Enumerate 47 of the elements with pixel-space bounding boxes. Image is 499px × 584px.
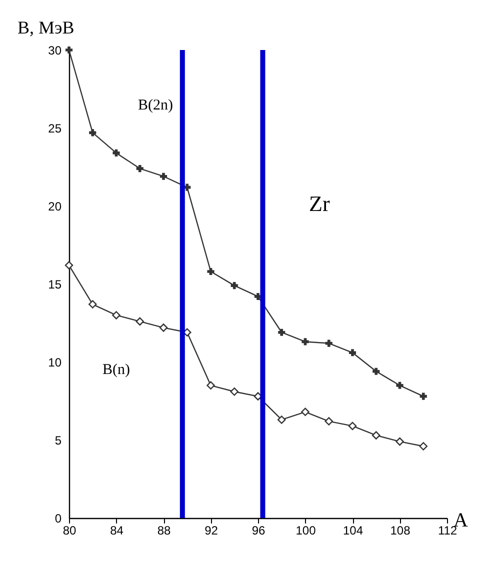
- point: [206, 381, 215, 390]
- x-tick-label: 108: [390, 524, 411, 538]
- text: B(n): [102, 362, 130, 378]
- point: [230, 388, 239, 396]
- point: [88, 300, 97, 308]
- point: [136, 317, 144, 326]
- point: [372, 368, 380, 375]
- point: [136, 165, 144, 172]
- x-tick-label: 84: [110, 524, 124, 538]
- y-tick-label: 10: [48, 356, 62, 370]
- y-tick-label: 20: [48, 200, 62, 214]
- text: B(2n): [138, 97, 173, 114]
- point: [301, 408, 310, 416]
- x-tick-label: 92: [204, 524, 218, 538]
- y-axis-title: B, МэВ: [18, 18, 74, 38]
- y-tick-label: 5: [54, 434, 62, 448]
- point: [396, 437, 404, 446]
- point: [325, 340, 332, 347]
- point: [159, 324, 168, 332]
- x-tick-label: 80: [62, 524, 76, 538]
- y-tick-label: 0: [54, 512, 62, 526]
- point: [277, 416, 286, 424]
- y-tick-label: 15: [48, 278, 62, 292]
- point: [112, 149, 120, 156]
- point: [396, 382, 404, 389]
- point: [420, 392, 427, 400]
- point: [112, 311, 120, 320]
- point: [160, 172, 168, 180]
- point: [278, 328, 286, 336]
- point: [89, 129, 96, 136]
- point: [302, 338, 309, 346]
- point: [348, 422, 357, 430]
- y-tick-label: 25: [48, 122, 62, 136]
- x-tick-label: 100: [296, 524, 316, 538]
- x-tick-label: 88: [157, 524, 171, 538]
- point: [419, 442, 428, 450]
- point: [348, 349, 356, 356]
- x-tick-label: 96: [252, 524, 266, 538]
- point: [64, 261, 74, 270]
- point: [65, 46, 73, 54]
- point: [372, 431, 380, 440]
- point: [324, 417, 334, 426]
- annotation: Zr: [309, 191, 330, 216]
- point: [207, 268, 214, 276]
- y-tick-label: 30: [48, 44, 62, 58]
- point: [230, 282, 238, 290]
- x-tick-label: 104: [342, 524, 364, 538]
